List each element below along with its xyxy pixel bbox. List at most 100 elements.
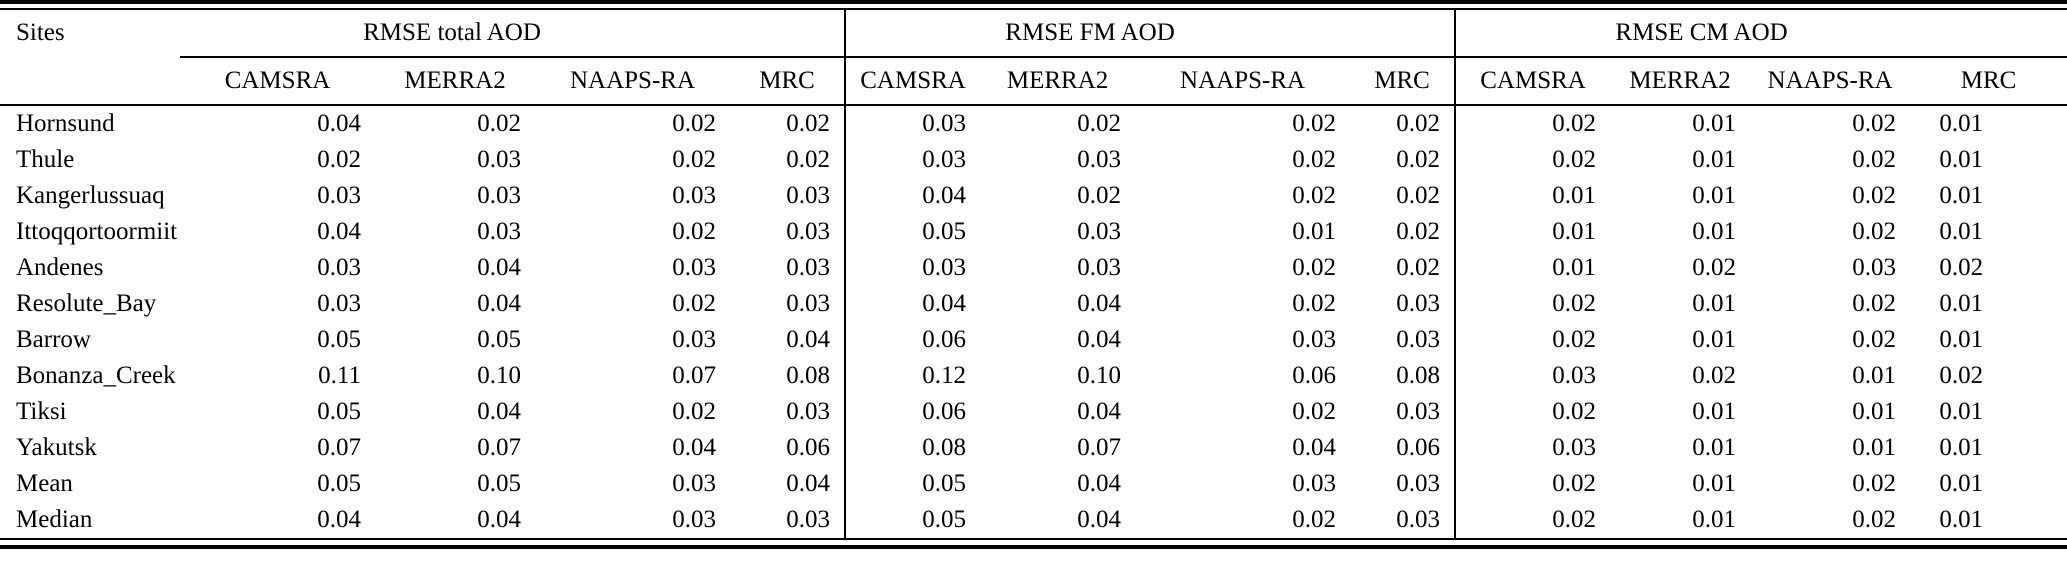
table-row: Barrow 0.05 0.05 0.03 0.04 0.06 0.04 0.03 0.03 0.… [0, 322, 2067, 358]
value-cell: 0.04 [1292, 434, 1337, 461]
value-cell: 0.01 [1692, 470, 1737, 497]
value-cell: 0.01 [1692, 110, 1737, 137]
value-cell: 0.02 [1454, 322, 1611, 358]
value-cell: 0.03 [1396, 398, 1441, 425]
site-cell: Barrow [16, 326, 91, 353]
value-cell: 0.03 [786, 290, 831, 317]
model-header-merra2-2: MERRA2 [980, 57, 1136, 106]
value-cell: 0.03 [1396, 470, 1441, 497]
value-cell: 0.04 [786, 470, 831, 497]
value-cell: 0.03 [844, 142, 981, 178]
value-cell: 0.08 [1396, 362, 1441, 389]
value-cell: 0.02 [1692, 362, 1737, 389]
value-cell: 0.02 [672, 290, 716, 317]
model-header-camsra-2: CAMSRA [844, 57, 981, 106]
value-cell: 0.01 [1692, 290, 1737, 317]
value-cell: 0.03 [1852, 254, 1897, 281]
value-cell: 0.01 [1939, 470, 1984, 497]
value-cell: 0.03 [786, 398, 831, 425]
value-cell: 0.03 [786, 218, 831, 245]
value-cell: 0.02 [1292, 398, 1337, 425]
value-cell: 0.07 [672, 362, 716, 389]
value-cell: 0.02 [1396, 146, 1441, 173]
site-cell: Kangerlussuaq [16, 182, 165, 209]
value-cell: 0.02 [1396, 218, 1441, 245]
site-cell: Ittoqqortoormiit [16, 218, 178, 245]
value-cell: 0.05 [317, 470, 361, 497]
value-cell: 0.02 [1396, 254, 1441, 281]
value-cell: 0.01 [1692, 218, 1737, 245]
value-cell: 0.02 [786, 146, 831, 173]
table-row: Tiksi 0.05 0.04 0.02 0.03 0.06 0.04 0.02 0.03 0.0… [0, 394, 2067, 430]
value-cell: 0.05 [844, 502, 981, 540]
value-cell: 0.01 [1852, 362, 1897, 389]
value-cell: 0.04 [477, 254, 521, 281]
site-cell: Mean [16, 470, 73, 497]
model-header-camsra-3: CAMSRA [1454, 57, 1611, 106]
sites-column-header: Sites [0, 9, 180, 106]
value-cell: 0.01 [1692, 326, 1737, 353]
value-cell: 0.03 [786, 182, 831, 209]
model-header-mrc-1: MRC [730, 57, 846, 106]
value-cell: 0.02 [1852, 470, 1897, 497]
value-cell: 0.01 [1910, 502, 2067, 540]
value-cell: 0.04 [317, 218, 361, 245]
value-cell: 0.01 [1852, 398, 1897, 425]
value-cell: 0.03 [844, 105, 981, 142]
value-cell: 0.04 [1077, 398, 1122, 425]
value-cell: 0.02 [1852, 326, 1897, 353]
value-cell: 0.02 [672, 110, 716, 137]
value-cell: 0.02 [672, 218, 716, 245]
model-header-merra2-3: MERRA2 [1610, 57, 1751, 106]
value-cell: 0.01 [1939, 290, 1984, 317]
value-cell: 0.04 [477, 398, 521, 425]
value-cell: 0.01 [1454, 250, 1611, 286]
value-cell: 0.04 [477, 290, 521, 317]
value-cell: 0.02 [1292, 254, 1337, 281]
group-header-rmse-total-aod: RMSE total AOD [180, 9, 846, 58]
value-cell: 0.02 [1852, 182, 1897, 209]
value-cell: 0.05 [477, 326, 521, 353]
value-cell: 0.01 [1454, 178, 1611, 214]
value-cell: 0.02 [1454, 502, 1611, 540]
value-cell: 0.11 [318, 362, 361, 389]
value-cell: 0.03 [477, 146, 521, 173]
value-cell: 0.02 [672, 398, 716, 425]
value-cell: 0.04 [844, 286, 981, 322]
value-cell: 0.02 [786, 110, 831, 137]
value-cell: 0.04 [180, 502, 375, 540]
rmse-aod-table: Sites RMSE total AOD RMSE FM AOD RMSE CM… [0, 8, 2067, 540]
table-row: Median 0.04 0.04 0.03 0.03 0.05 0.04 0.02 0.03 0.… [0, 502, 2067, 540]
value-cell: 0.03 [1292, 470, 1337, 497]
model-header-naaps-ra-3: NAAPS-RA [1750, 57, 1911, 106]
value-cell: 0.02 [1852, 146, 1897, 173]
table-row: Hornsund 0.04 0.02 0.02 0.02 0.03 0.02 0.02 0.02… [0, 105, 2067, 142]
value-cell: 0.03 [317, 182, 361, 209]
value-cell: 0.01 [1939, 326, 1984, 353]
value-cell: 0.03 [1454, 358, 1611, 394]
value-cell: 0.02 [1292, 110, 1337, 137]
site-cell: Tiksi [16, 398, 67, 425]
value-cell: 0.02 [1939, 254, 1984, 281]
value-cell: 0.02 [1852, 110, 1897, 137]
site-cell: Andenes [16, 254, 104, 281]
value-cell: 0.02 [1292, 290, 1337, 317]
value-cell: 0.03 [1454, 430, 1611, 466]
value-cell: 0.02 [1939, 362, 1984, 389]
table-row: Resolute_Bay 0.03 0.04 0.02 0.03 0.04 0.04 0.02… [0, 286, 2067, 322]
group-header-row: Sites RMSE total AOD RMSE FM AOD RMSE CM… [0, 9, 2067, 106]
value-cell: 0.06 [786, 434, 831, 461]
value-cell: 0.02 [1077, 110, 1122, 137]
value-cell: 0.01 [1939, 110, 1984, 137]
value-cell: 0.02 [1077, 182, 1122, 209]
value-cell: 0.07 [317, 434, 361, 461]
table-row: Bonanza_Creek 0.11 0.10 0.07 0.08 0.12 0.10 0.0… [0, 358, 2067, 394]
value-cell: 0.02 [1292, 182, 1337, 209]
value-cell: 0.01 [1939, 218, 1984, 245]
value-cell: 0.04 [786, 326, 831, 353]
table-row: Yakutsk 0.07 0.07 0.04 0.06 0.08 0.07 0.04 0.06 0… [0, 430, 2067, 466]
model-header-mrc-2: MRC [1350, 57, 1456, 106]
table-row: Thule 0.02 0.03 0.02 0.02 0.03 0.03 0.02 0.02 0.0… [0, 142, 2067, 178]
value-cell: 0.05 [844, 214, 981, 250]
